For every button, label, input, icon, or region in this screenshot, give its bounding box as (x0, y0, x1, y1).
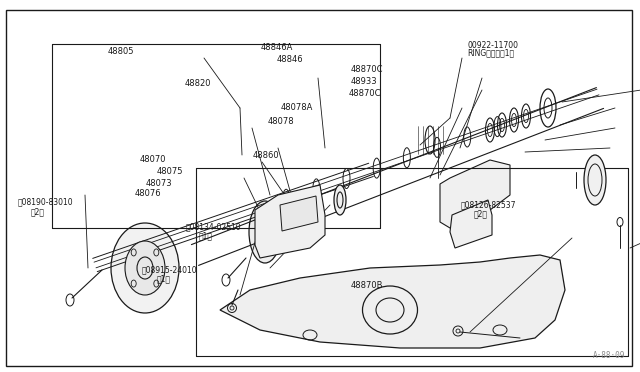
Ellipse shape (257, 215, 273, 249)
Text: A·88·09: A·88·09 (593, 351, 625, 360)
Ellipse shape (297, 199, 307, 225)
Ellipse shape (111, 223, 179, 313)
Polygon shape (255, 185, 325, 258)
Text: 48070: 48070 (140, 155, 166, 164)
Ellipse shape (584, 155, 606, 205)
Text: 48846: 48846 (276, 55, 303, 64)
Polygon shape (440, 160, 510, 228)
Text: ⓜ08915-24010: ⓜ08915-24010 (142, 266, 198, 275)
Text: 48075: 48075 (156, 167, 182, 176)
Polygon shape (450, 200, 492, 248)
Text: （2）: （2） (474, 209, 488, 218)
Text: 〨2）: 〨2） (31, 208, 45, 217)
Text: 48933: 48933 (351, 77, 378, 86)
Text: ⒴08126-82537: ⒴08126-82537 (461, 201, 516, 209)
Text: 48846A: 48846A (261, 44, 294, 52)
Text: 00922-11700: 00922-11700 (467, 41, 518, 49)
Polygon shape (280, 196, 318, 231)
Ellipse shape (125, 241, 165, 295)
Text: 48860: 48860 (253, 151, 280, 160)
Text: （1）: （1） (198, 231, 212, 241)
Text: 48820: 48820 (184, 78, 211, 87)
Text: 48078A: 48078A (280, 103, 313, 112)
Text: ⒴08134-02510: ⒴08134-02510 (186, 222, 241, 231)
Polygon shape (220, 255, 565, 348)
Ellipse shape (334, 185, 346, 215)
Text: 48870B: 48870B (351, 280, 383, 289)
Text: ⒴08190-83010: ⒴08190-83010 (18, 198, 74, 206)
Text: （1）: （1） (157, 275, 171, 283)
Text: 48078: 48078 (268, 118, 294, 126)
Text: 48870C: 48870C (351, 65, 383, 74)
Text: 48805: 48805 (108, 48, 134, 57)
Text: 48870C: 48870C (349, 89, 381, 97)
Text: RINGリング（1）: RINGリング（1） (467, 48, 515, 58)
Text: 48076: 48076 (134, 189, 161, 198)
Text: 48073: 48073 (146, 179, 173, 187)
Ellipse shape (249, 201, 281, 263)
